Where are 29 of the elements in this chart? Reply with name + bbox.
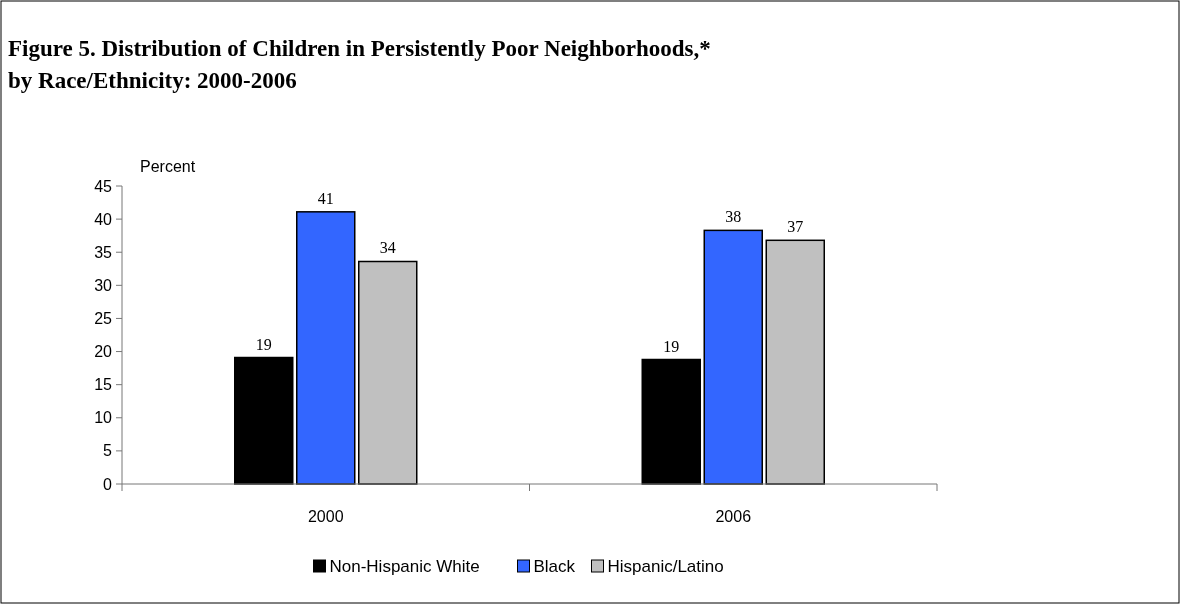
y-tick-label: 15: [94, 376, 113, 394]
bar: [234, 356, 294, 485]
legend-label: Non-Hispanic White: [329, 557, 480, 576]
data-label: 38: [725, 208, 742, 226]
y-axis-title: Percent: [140, 158, 196, 175]
bar: [765, 239, 825, 485]
legend-label: Hispanic/Latino: [607, 557, 724, 576]
legend-label: Black: [533, 557, 576, 576]
data-label: 37: [787, 218, 804, 236]
chart-title: Figure 5. Distribution of Children in Persistently Poor Neighborhoods,* by Race/Ethnicity: 2000-2006: [8, 36, 711, 93]
y-tick-label: 5: [103, 442, 113, 460]
y-tick-label: 20: [94, 343, 113, 361]
data-label: 19: [663, 337, 680, 355]
x-tick-label: 2000: [307, 508, 344, 525]
y-tick-label: 25: [94, 310, 113, 328]
y-tick-label: 30: [94, 276, 113, 294]
data-label: 41: [317, 189, 334, 207]
bar: [296, 211, 356, 485]
bar: [358, 260, 418, 485]
bar: [703, 229, 763, 485]
y-tick-label: 35: [94, 243, 113, 261]
data-label: 34: [379, 239, 396, 257]
y-tick-label: 45: [94, 177, 113, 195]
data-label: 19: [255, 335, 272, 353]
y-tick-label: 40: [94, 210, 113, 228]
bar: [641, 358, 701, 485]
y-tick-label: 10: [94, 409, 113, 427]
x-tick-label: 2006: [715, 508, 752, 525]
y-tick-label: 0: [103, 475, 113, 493]
